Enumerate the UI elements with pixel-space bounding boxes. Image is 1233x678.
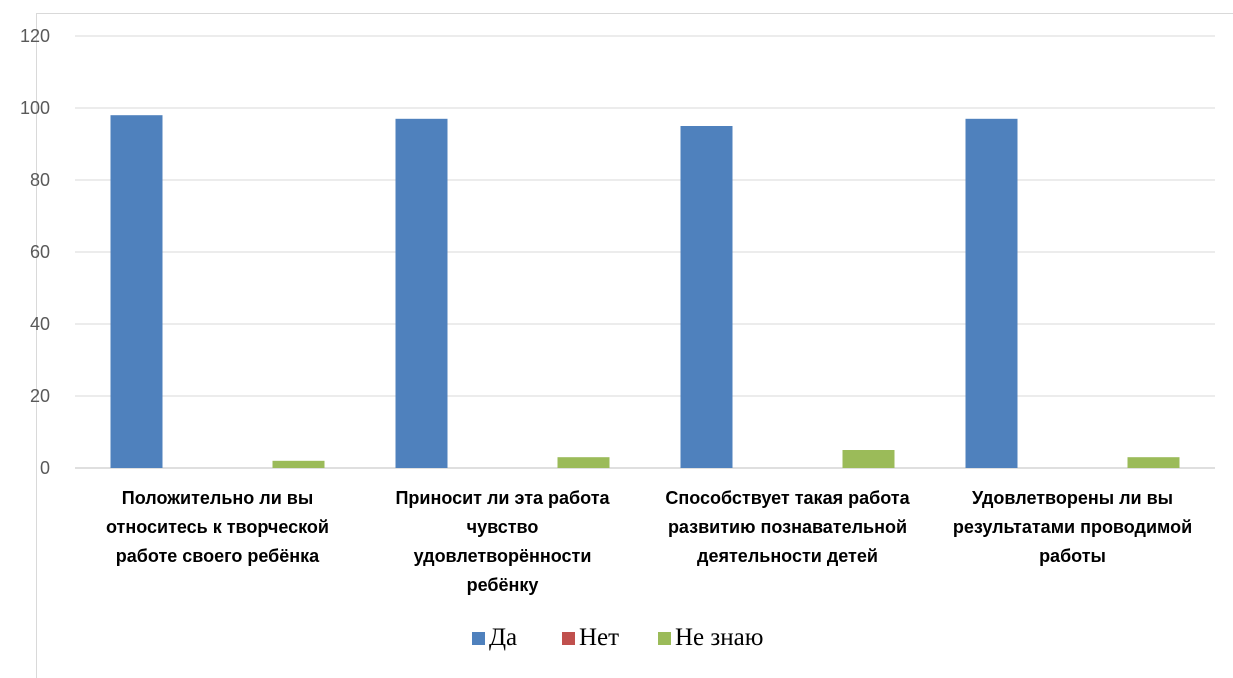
bar — [842, 450, 895, 468]
x-tick-label: Приносит ли эта работа чувство удовлетворё… — [395, 488, 610, 595]
legend-swatch — [562, 632, 575, 645]
x-tick-label: Способствует такая работа развитию познав… — [665, 488, 910, 566]
chart-border-left — [36, 13, 37, 678]
legend-label: Не знаю — [675, 624, 763, 651]
y-tick-label: 100 — [20, 98, 50, 118]
chart-border-top — [36, 13, 1233, 14]
x-tick-label: Удовлетворены ли вы результатами проводим… — [953, 488, 1192, 566]
y-tick-label: 80 — [30, 170, 50, 190]
legend-swatch — [472, 632, 485, 645]
bar — [272, 460, 325, 468]
bar — [965, 118, 1018, 469]
y-tick-label: 120 — [20, 26, 50, 46]
legend-swatch — [658, 632, 671, 645]
x-tick-label: Положительно ли вы относитесь к творческо… — [106, 488, 329, 566]
y-tick-label: 0 — [40, 458, 50, 478]
y-tick-label: 20 — [30, 386, 50, 406]
bar — [680, 126, 733, 468]
legend-label: Да — [489, 624, 517, 651]
bar — [1127, 457, 1180, 468]
y-tick-label: 60 — [30, 242, 50, 262]
legend-label: Нет — [579, 624, 619, 651]
bar — [557, 457, 610, 468]
bar — [395, 118, 448, 469]
y-tick-label: 40 — [30, 314, 50, 334]
bar — [110, 115, 163, 468]
